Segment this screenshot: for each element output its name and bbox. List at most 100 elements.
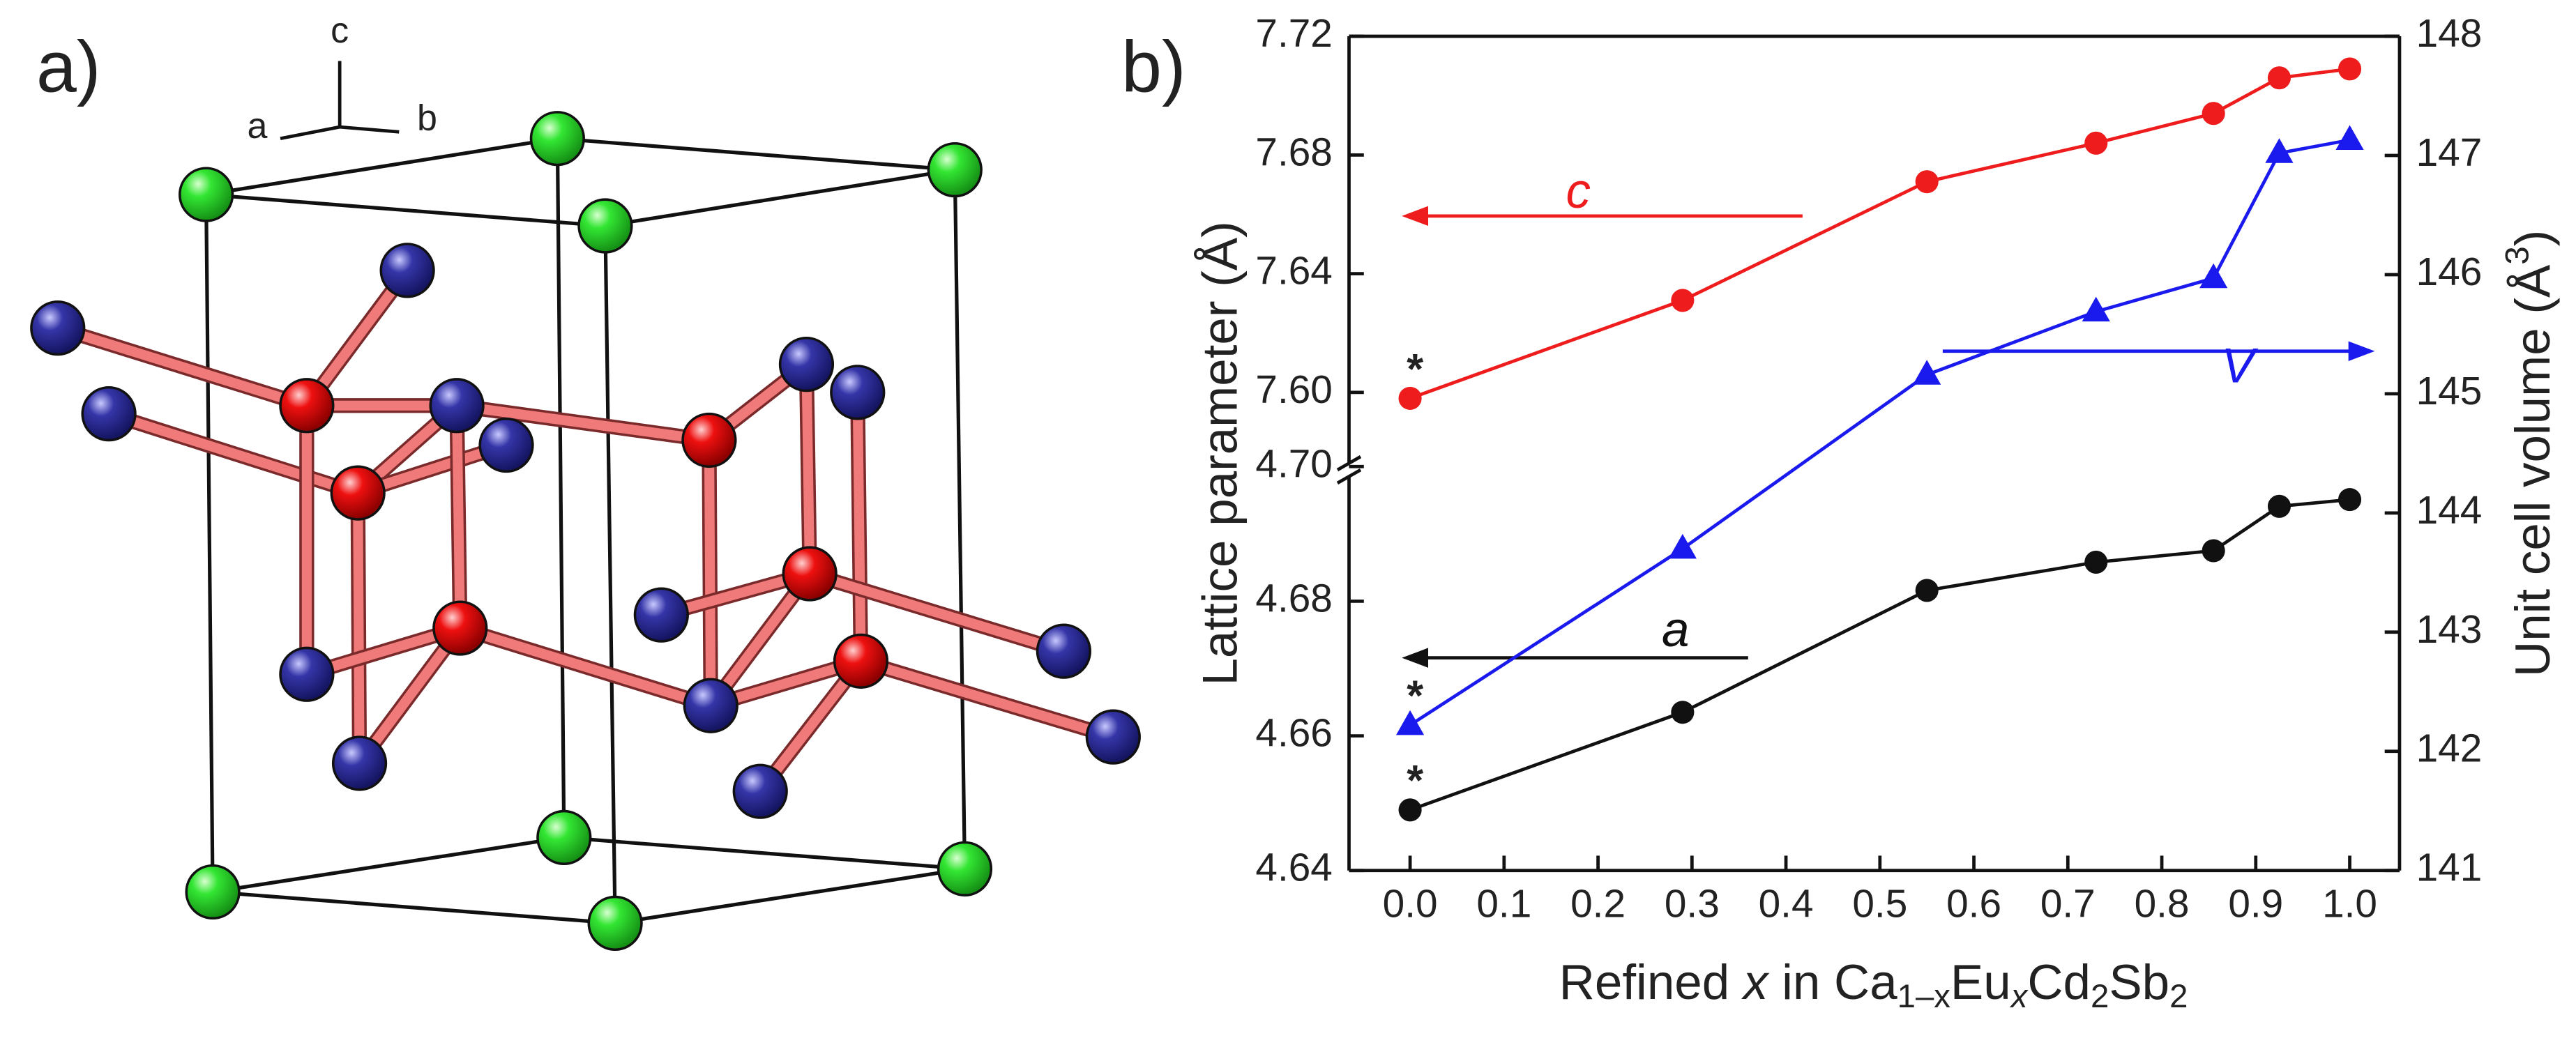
atom xyxy=(830,365,886,420)
label-part: x xyxy=(1741,955,1770,1010)
atom xyxy=(429,378,485,434)
y2-tick-label: 148 xyxy=(2416,12,2483,56)
atom xyxy=(478,417,534,473)
marker xyxy=(2084,131,2108,155)
y2-tick-label: 147 xyxy=(2416,131,2483,175)
marker xyxy=(2084,550,2108,574)
atom xyxy=(732,763,788,819)
atom xyxy=(432,600,488,656)
label-part: 2 xyxy=(2091,979,2109,1016)
label-part: ) xyxy=(2506,230,2561,247)
x-tick-label: 0.2 xyxy=(1570,883,1626,926)
marker xyxy=(1915,579,1939,602)
axis-label: c xyxy=(331,10,349,51)
label-part: x xyxy=(2010,979,2029,1016)
y2-tick-label: 143 xyxy=(2416,608,2483,652)
marker xyxy=(1398,798,1422,822)
bonds xyxy=(50,263,1121,799)
cell-edge xyxy=(206,137,558,197)
atom xyxy=(937,841,993,896)
marker xyxy=(2082,296,2110,322)
y2-tick-label: 144 xyxy=(2416,489,2483,533)
arrow-head xyxy=(1402,206,1429,227)
crystal-structure: a) c a b xyxy=(30,10,1141,951)
bond xyxy=(103,409,363,498)
y2-tick-label: 146 xyxy=(2416,250,2483,294)
x-tick-label: 0.4 xyxy=(1759,883,1814,926)
atom xyxy=(81,386,137,442)
cell-edge xyxy=(603,225,617,924)
bond xyxy=(801,359,815,579)
y2-tick-label: 145 xyxy=(2416,369,2483,413)
marker xyxy=(2338,488,2362,512)
y-tick-label: 4.64 xyxy=(1255,846,1332,890)
label-part: Eu xyxy=(1950,955,2011,1010)
atom xyxy=(185,864,241,920)
panel-label: a) xyxy=(36,27,101,108)
y-tick-label: 4.68 xyxy=(1255,577,1332,620)
label-part: Cd xyxy=(2027,955,2091,1010)
atom xyxy=(1085,709,1141,765)
label-part: 2 xyxy=(2169,979,2188,1016)
atom xyxy=(536,809,592,866)
cell-edge xyxy=(953,169,967,869)
atom xyxy=(279,646,335,702)
cell-edge xyxy=(563,835,965,871)
marker xyxy=(1913,360,1941,385)
bond xyxy=(451,400,715,445)
y-tick-label: 7.60 xyxy=(1255,368,1332,412)
marker xyxy=(1668,533,1697,559)
y-tick-label: 7.68 xyxy=(1255,130,1332,174)
y2-tick-label: 142 xyxy=(2416,727,2483,771)
chart: b) Lattice parameter (Å) Unit cell volum… xyxy=(1121,12,2561,1016)
atom xyxy=(782,546,838,602)
atom xyxy=(577,198,633,254)
cell-edge xyxy=(206,192,606,228)
series-label: a xyxy=(1662,602,1689,657)
cell-edge xyxy=(557,137,955,172)
bond xyxy=(852,387,866,666)
point-label: * xyxy=(1407,672,1423,720)
y2-tick-label: 141 xyxy=(2416,846,2483,890)
x-tick-label: 0.8 xyxy=(2135,883,2190,926)
marker xyxy=(1395,710,1425,735)
point-label: * xyxy=(1407,756,1423,804)
x-tick-label: 0.9 xyxy=(2228,883,2283,926)
cell-edge xyxy=(614,867,965,925)
cell-edge xyxy=(605,168,955,228)
marker xyxy=(2267,494,2291,518)
label-part: 1–x xyxy=(1897,979,1951,1016)
point-label: * xyxy=(1407,345,1423,393)
atom xyxy=(1036,623,1091,679)
marker xyxy=(1671,289,1695,312)
marker xyxy=(1398,386,1422,410)
series-line xyxy=(1409,138,2350,727)
arrow-head xyxy=(1402,648,1429,668)
atom xyxy=(279,378,335,434)
atom xyxy=(331,735,388,791)
axis-label: b xyxy=(417,98,437,138)
atom xyxy=(587,895,643,951)
x-tick-label: 0.6 xyxy=(1946,883,2001,926)
x-tick-label: 0.0 xyxy=(1383,883,1438,926)
atom xyxy=(30,300,86,356)
atom xyxy=(833,633,889,689)
series-label: V xyxy=(2222,338,2259,393)
bond xyxy=(52,323,312,411)
cell-edge xyxy=(555,138,566,838)
marker xyxy=(2199,263,2228,289)
y2-axis-label: Unit cell volume (Å3) xyxy=(2499,230,2561,677)
label-part: Sb xyxy=(2109,955,2169,1010)
atom xyxy=(681,412,737,468)
x-tick-label: 0.3 xyxy=(1665,883,1720,926)
atom xyxy=(778,337,835,392)
marker xyxy=(2338,57,2362,81)
cell-edge xyxy=(212,835,565,894)
bond xyxy=(856,656,1119,742)
bond xyxy=(805,568,1069,657)
atom xyxy=(330,465,386,521)
label-part: Refined xyxy=(1559,955,1743,1010)
x-tick-label: 0.7 xyxy=(2040,883,2096,926)
marker xyxy=(1671,701,1695,724)
